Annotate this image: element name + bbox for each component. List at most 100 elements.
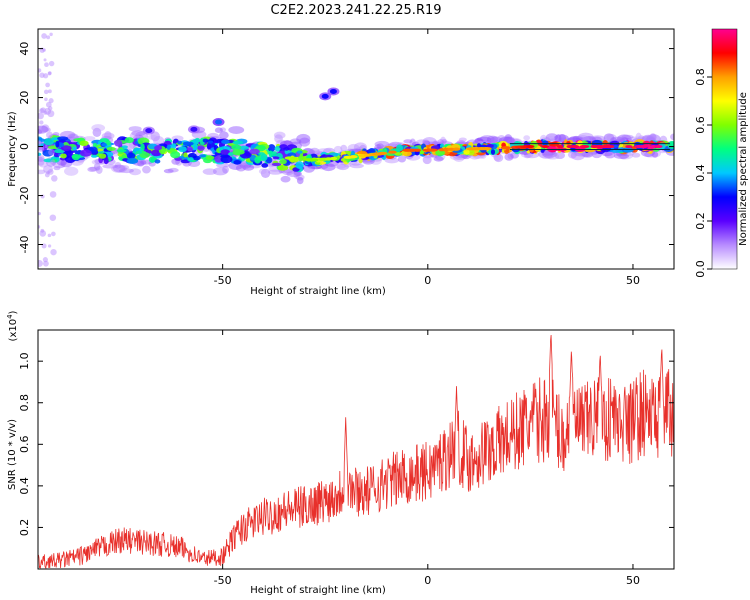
snr-panel: -50 0 50 0.2 0.4 0.6 0.8 1.0 Height of straight … (6, 310, 675, 596)
spectral-dot (48, 60, 55, 67)
spectral-dot (48, 149, 55, 156)
spectral-blob (128, 126, 142, 132)
spectral-blob (474, 137, 484, 144)
spectral-blob (296, 176, 304, 185)
spectral-dot (38, 145, 44, 152)
spectral-blob (111, 164, 127, 173)
spectral-blob (121, 145, 128, 149)
spectral-blob (103, 156, 109, 165)
spectral-blob (283, 147, 290, 151)
spectral-blob (435, 150, 446, 156)
spectral-blob (486, 143, 494, 148)
spectral-blob (182, 141, 194, 146)
spectral-feature (215, 119, 223, 125)
spectral-blob (214, 127, 223, 133)
spectral-dot (38, 140, 42, 144)
spectral-blob (202, 168, 217, 175)
spectral-blob (261, 163, 269, 168)
spectral-blob (221, 139, 230, 145)
spectral-blob (58, 163, 65, 168)
spectral-ridge (638, 144, 649, 149)
spectral-blob (260, 168, 271, 178)
spectral-blob (548, 141, 560, 147)
snr-series-line (38, 334, 674, 569)
spectral-blob (101, 142, 108, 147)
spectral-blob (231, 144, 242, 151)
spectral-dot (43, 58, 47, 62)
spectral-blob (91, 124, 106, 132)
spectral-blob (504, 153, 514, 161)
spectral-blob (137, 160, 145, 167)
spectral-blob (153, 136, 165, 147)
spectral-blob (170, 151, 181, 159)
spectral-blob (87, 166, 97, 172)
spectral-ridge (329, 156, 338, 161)
y-tick-label: 40 (18, 42, 31, 56)
y-tick-label: 0.4 (18, 477, 31, 495)
spectral-blob (242, 164, 255, 171)
spectral-blob (126, 152, 136, 159)
spectral-blob (178, 146, 187, 153)
spectral-ridge (308, 158, 319, 162)
spectral-blob (397, 155, 407, 163)
x-tick-label: -50 (214, 274, 232, 287)
spectral-dot (48, 98, 54, 104)
colorbar-tick-label: 0.4 (694, 164, 707, 182)
spectral-blob (545, 133, 558, 141)
spectral-blob (651, 151, 659, 158)
spectral-blob (233, 160, 242, 165)
spectral-blob (620, 153, 628, 160)
spectral-blob (177, 140, 182, 145)
spectral-dot (50, 159, 56, 165)
spectral-blob (43, 138, 55, 146)
spectral-blob (131, 130, 146, 137)
spectral-blob (232, 148, 241, 156)
spectral-blob (64, 166, 79, 176)
spectral-blob (60, 145, 72, 151)
spectral-blob (208, 140, 214, 144)
spectral-ridge (480, 146, 492, 151)
spectral-blob (126, 157, 139, 165)
y-scale-close: ) (8, 310, 19, 314)
colorbar-tick-label: 0.0 (694, 260, 707, 278)
spectral-dot (46, 131, 53, 139)
spectral-blob (55, 140, 60, 148)
spectral-blob (613, 153, 630, 159)
spectral-dot (40, 228, 45, 233)
spectral-blob (649, 133, 657, 142)
colorbar-tick-label: 0.8 (694, 68, 707, 86)
spectral-feature (321, 93, 329, 99)
spectral-ridge (570, 144, 580, 149)
spectral-blob (296, 150, 303, 154)
y-tick-label: 0.6 (18, 436, 31, 454)
colorbar-label: Normalized spectral amplitude (738, 92, 749, 246)
spectral-dot (41, 33, 47, 39)
spectral-dot (44, 62, 49, 68)
spectral-ridge (388, 150, 397, 154)
spectral-dot (49, 214, 57, 221)
x-tick-label: 50 (626, 574, 640, 587)
spectral-blob (555, 134, 562, 143)
spectral-blob (121, 154, 128, 160)
spectral-ridge (438, 148, 445, 152)
spectral-blob (254, 156, 261, 164)
spectral-blob (317, 148, 332, 153)
spectral-dot (50, 248, 57, 256)
spectral-blob (249, 148, 260, 155)
spectral-blob (92, 127, 102, 137)
spectral-blob (212, 167, 228, 176)
spectral-blob (476, 136, 492, 142)
spectral-blob (631, 152, 641, 158)
spectral-blob (604, 151, 616, 159)
spectral-blob (670, 133, 674, 141)
spectral-blob (197, 145, 205, 151)
x-tick-label: 50 (626, 274, 640, 287)
spectral-feature (190, 126, 198, 132)
spectral-blob (235, 164, 246, 172)
spectral-blob (296, 133, 311, 144)
spectral-blob (474, 138, 483, 144)
spectral-blob (72, 146, 77, 151)
spectral-blob (273, 131, 286, 139)
spectral-blob (124, 137, 134, 144)
